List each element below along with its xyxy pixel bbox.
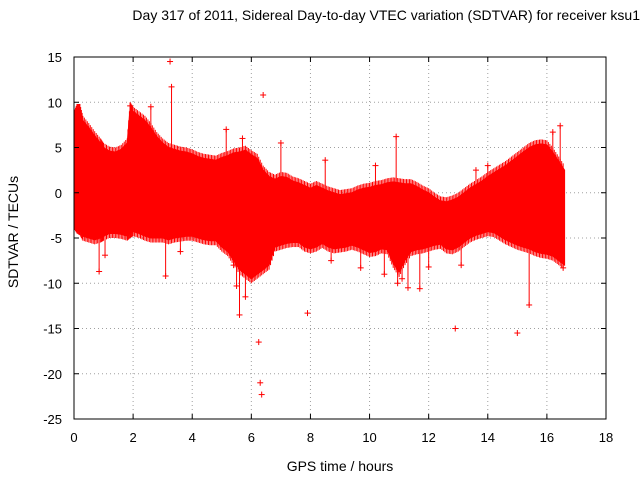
x-tick-label: 0 — [70, 430, 77, 445]
x-tick-label: 16 — [540, 430, 554, 445]
chart-title: Day 317 of 2011, Sidereal Day-to-day VTE… — [132, 7, 640, 23]
x-tick-label: 6 — [248, 430, 255, 445]
x-tick-label: 18 — [599, 430, 613, 445]
plot-area — [73, 58, 567, 398]
y-tick-label: -15 — [43, 322, 62, 337]
x-tick-label: 10 — [362, 430, 376, 445]
x-tick-label: 2 — [129, 430, 136, 445]
y-tick-label: 0 — [55, 186, 62, 201]
x-tick-label: 12 — [421, 430, 435, 445]
x-tick-label: 8 — [307, 430, 314, 445]
x-tick-label: 4 — [189, 430, 196, 445]
axis-ticks: 0 2 4 6 8 10 12 14 16 18 -25 -20 -15 -10 -5 0 5 10 15 — [43, 50, 613, 445]
y-tick-label: -25 — [43, 412, 62, 427]
y-axis-label: SDTVAR / TECUs — [5, 176, 21, 288]
y-tick-label: -10 — [43, 276, 62, 291]
x-tick-label: 14 — [481, 430, 495, 445]
y-tick-label: -20 — [43, 367, 62, 382]
y-tick-label: -5 — [50, 231, 62, 246]
y-tick-label: 10 — [48, 95, 62, 110]
y-tick-label: 5 — [55, 141, 62, 156]
x-axis-label: GPS time / hours — [287, 458, 394, 474]
y-tick-label: 15 — [48, 50, 62, 65]
